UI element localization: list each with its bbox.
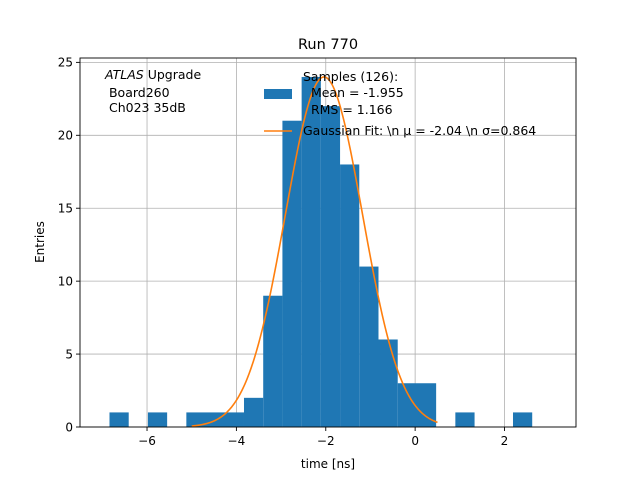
x-tick-label: 0 [411, 434, 419, 448]
y-axis-label: Entries [33, 221, 47, 263]
atlas-annotation: ATLAS Upgrade Board260 Ch023 35dB [104, 67, 201, 115]
x-axis-label: time [ns] [301, 457, 355, 471]
y-tick-label: 5 [65, 347, 73, 361]
histogram-bar [263, 295, 283, 427]
histogram-bar [397, 383, 437, 427]
y-axis-ticks: 0 5 10 15 20 25 [58, 56, 80, 434]
histogram-bar [455, 412, 475, 427]
histogram-bar [340, 164, 360, 428]
x-tick-label: −4 [228, 434, 246, 448]
board-label: Board260 [105, 85, 170, 100]
legend-rms-label: RMS = 1.166 [303, 102, 393, 117]
histogram-bar [147, 412, 168, 427]
histogram-bar [378, 339, 398, 427]
x-tick-label: 2 [501, 434, 509, 448]
channel-label: Ch023 35dB [105, 100, 186, 115]
x-tick-label: −6 [138, 434, 156, 448]
y-tick-label: 0 [65, 420, 73, 434]
histogram-bar [320, 106, 341, 427]
histogram-bars [109, 76, 533, 428]
histogram-bar [243, 397, 264, 427]
legend-mean-label: Mean = -1.955 [303, 85, 404, 100]
histogram-bar [282, 120, 302, 427]
y-tick-label: 15 [58, 202, 73, 216]
y-tick-label: 10 [58, 274, 73, 288]
fit-line [191, 76, 438, 427]
legend-histogram-label: Samples (126): [303, 69, 398, 84]
legend: Samples (126): Mean = -1.955 RMS = 1.166… [264, 69, 536, 138]
chart-title: Run 770 [298, 37, 358, 53]
svg-text:ATLAS Upgrade: ATLAS Upgrade [104, 67, 201, 82]
histogram-bar [301, 76, 321, 427]
legend-histogram-swatch [264, 89, 292, 99]
upgrade-label: Upgrade [144, 67, 202, 82]
y-tick-label: 25 [58, 56, 73, 70]
x-tick-label: −2 [317, 434, 335, 448]
legend-fit-label: Gaussian Fit: \n μ = -2.04 \n σ=0.864 [303, 123, 536, 138]
x-axis-ticks: −6 −4 −2 0 2 [138, 427, 508, 448]
y-tick-label: 20 [58, 129, 73, 143]
atlas-label: ATLAS [104, 67, 144, 82]
histogram-bar [109, 412, 129, 427]
histogram-bar [359, 266, 379, 427]
gaussian-fit-curve [191, 76, 438, 427]
histogram-bar [512, 412, 533, 427]
plot-frame [79, 57, 577, 428]
